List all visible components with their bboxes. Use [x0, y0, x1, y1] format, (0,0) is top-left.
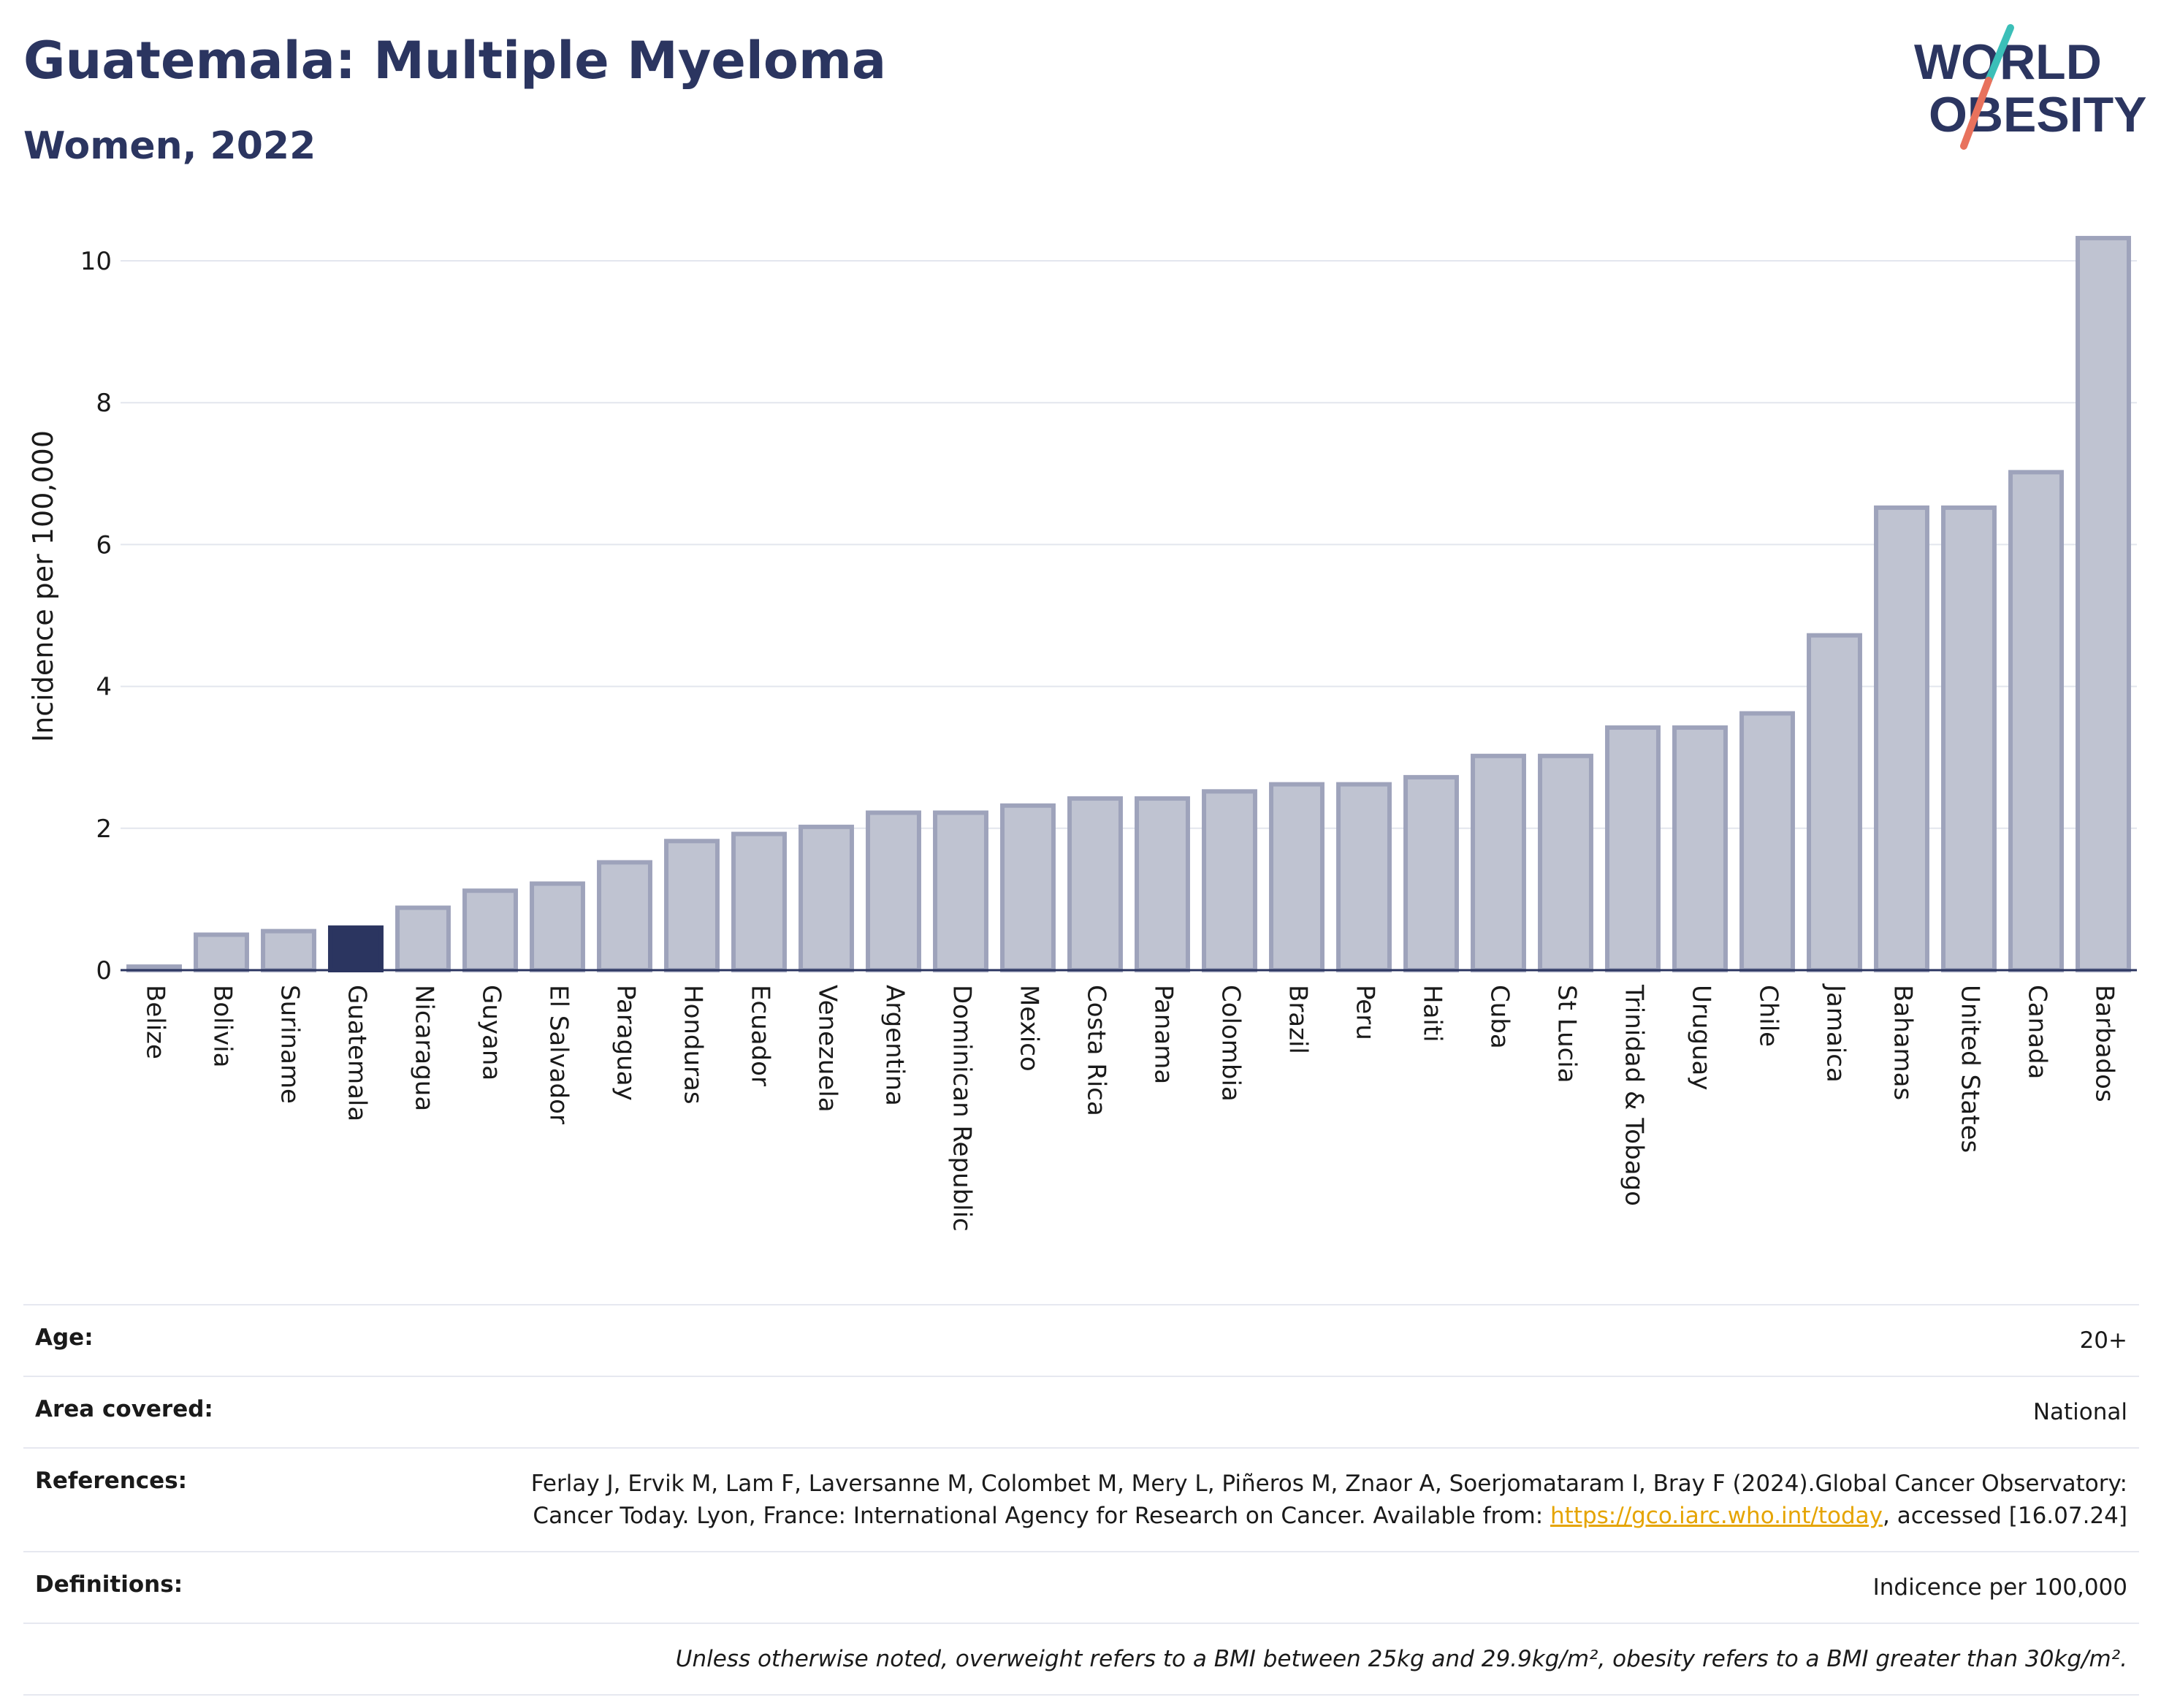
bar-honduras	[664, 839, 720, 972]
x-tick-label: Argentina	[880, 985, 910, 1106]
bar-trinidad-tobago	[1605, 725, 1661, 973]
x-tick-label: Honduras	[679, 985, 708, 1105]
bar-venezuela	[799, 824, 854, 973]
bar-chile	[1739, 711, 1795, 972]
bar-guyana	[462, 888, 518, 973]
bar-brazil	[1269, 782, 1325, 973]
y-axis-title: Incidence per 100,000	[27, 430, 59, 742]
x-tick-label: Canada	[2023, 985, 2052, 1079]
bar-argentina	[866, 810, 921, 972]
bar-bolivia	[194, 932, 249, 972]
bar-suriname	[261, 929, 316, 972]
references-text-2: , accessed [16.07.24]	[1882, 1503, 2127, 1529]
logo-slash-coral	[1960, 77, 1992, 150]
bar-barbados	[2076, 235, 2131, 973]
bar-bahamas	[1874, 505, 1929, 972]
bar-paraguay	[597, 860, 652, 972]
bar-guatemala	[328, 925, 384, 972]
x-tick-label: Jamaica	[1821, 983, 1851, 1083]
bar-chart: 0 2 4 6 8 10 Belize Bolivia Suriname Guatemala Nic…	[27, 235, 2137, 1232]
info-row-references: References: Ferlay J, Ervik M, Lam F, La…	[23, 1447, 2139, 1551]
bar-jamaica	[1807, 633, 1862, 972]
area-label: Area covered:	[35, 1396, 213, 1422]
x-tick-label: Paraguay	[611, 985, 641, 1101]
x-tick-label: Cuba	[1485, 985, 1514, 1049]
x-tick-label: Suriname	[275, 985, 305, 1104]
info-row-age: Age: 20+	[23, 1304, 2139, 1376]
x-tick-label: Peru	[1351, 985, 1380, 1040]
bar-ecuador	[731, 831, 787, 972]
x-tick-label: Bolivia	[208, 985, 237, 1067]
info-row-note: Unless otherwise noted, overweight refer…	[23, 1623, 2139, 1696]
bar-layer	[126, 235, 2131, 973]
x-tick-label: Belize	[141, 985, 170, 1059]
bar-st-lucia	[1538, 753, 1593, 973]
y-tick-label: 4	[96, 673, 112, 702]
bar-nicaragua	[395, 905, 451, 972]
x-tick-label: El Salvador	[544, 985, 573, 1124]
bar-united-states	[1941, 505, 1997, 972]
page-title: Guatemala: Multiple Myeloma	[23, 31, 887, 91]
age-label: Age:	[35, 1324, 94, 1351]
logo-slash-teal	[1985, 24, 2014, 84]
info-table: Age: 20+ Area covered: National Referenc…	[23, 1304, 2139, 1696]
x-tick-label: Uruguay	[1687, 985, 1716, 1091]
info-row-definitions: Definitions: Indicence per 100,000	[23, 1551, 2139, 1623]
x-tick-label: Ecuador	[746, 985, 775, 1086]
info-row-area: Area covered: National	[23, 1376, 2139, 1447]
x-tick-label: United States	[1956, 985, 1985, 1153]
logo-text-world: WORLD	[1914, 34, 2102, 90]
y-tick-label: 8	[96, 389, 112, 418]
world-obesity-logo: WORLD OBESITY	[1914, 24, 2147, 150]
bar-el-salvador	[530, 881, 585, 972]
page-subtitle: Women, 2022	[23, 124, 316, 168]
x-tick-label: St Lucia	[1552, 985, 1582, 1083]
references-link[interactable]: https://gco.iarc.who.int/today	[1550, 1503, 1883, 1529]
x-tick-label: Venezuela	[813, 985, 842, 1113]
x-tick-label: Barbados	[2090, 985, 2119, 1102]
bar-canada	[2008, 470, 2064, 972]
bar-costa-rica	[1067, 796, 1123, 972]
y-tick-label: 0	[96, 956, 112, 985]
x-tick-label: Bahamas	[1889, 985, 1918, 1100]
y-tick-label: 10	[80, 247, 112, 276]
definitions-label: Definitions:	[35, 1571, 183, 1598]
bar-panama	[1135, 796, 1190, 972]
bar-colombia	[1202, 789, 1257, 972]
x-tick-label: Panama	[1149, 985, 1178, 1084]
x-tick-label: Chile	[1754, 985, 1783, 1047]
x-tick-label: Costa Rica	[1082, 985, 1111, 1116]
bar-haiti	[1403, 774, 1459, 972]
age-value: 20+	[2079, 1327, 2127, 1354]
x-tick-label: Mexico	[1015, 985, 1044, 1072]
bmi-note: Unless otherwise noted, overweight refer…	[675, 1646, 2127, 1672]
x-tick-label: Haiti	[1418, 985, 1447, 1042]
x-tick-label: Brazil	[1284, 985, 1313, 1054]
bar-peru	[1336, 782, 1392, 973]
bar-mexico	[1000, 803, 1056, 973]
x-tick-label: Trinidad & Tobago	[1620, 984, 1649, 1206]
x-tick-label: Colombia	[1216, 985, 1246, 1102]
bar-dominican-republic	[933, 810, 988, 972]
bar-cuba	[1471, 753, 1526, 973]
x-tick-label: Dominican Republic	[948, 985, 977, 1232]
label-layer: 0 2 4 6 8 10 Belize Bolivia Suriname Guatemala Nic…	[27, 247, 2119, 1232]
area-value: National	[2032, 1399, 2127, 1425]
x-tick-label: Guatemala	[343, 985, 372, 1121]
bar-uruguay	[1672, 725, 1728, 973]
references-value: Ferlay J, Ervik M, Lam F, Laversanne M, …	[447, 1468, 2127, 1532]
references-text-1: Ferlay J, Ervik M, Lam F, Laversanne M, …	[530, 1471, 2127, 1529]
x-tick-label: Nicaragua	[410, 985, 439, 1111]
definitions-value: Indicence per 100,000	[1872, 1574, 2127, 1601]
x-tick-label: Guyana	[477, 985, 506, 1080]
y-tick-label: 6	[96, 530, 112, 560]
references-label: References:	[35, 1468, 188, 1494]
grid-layer	[121, 260, 2137, 829]
y-tick-label: 2	[96, 815, 112, 844]
